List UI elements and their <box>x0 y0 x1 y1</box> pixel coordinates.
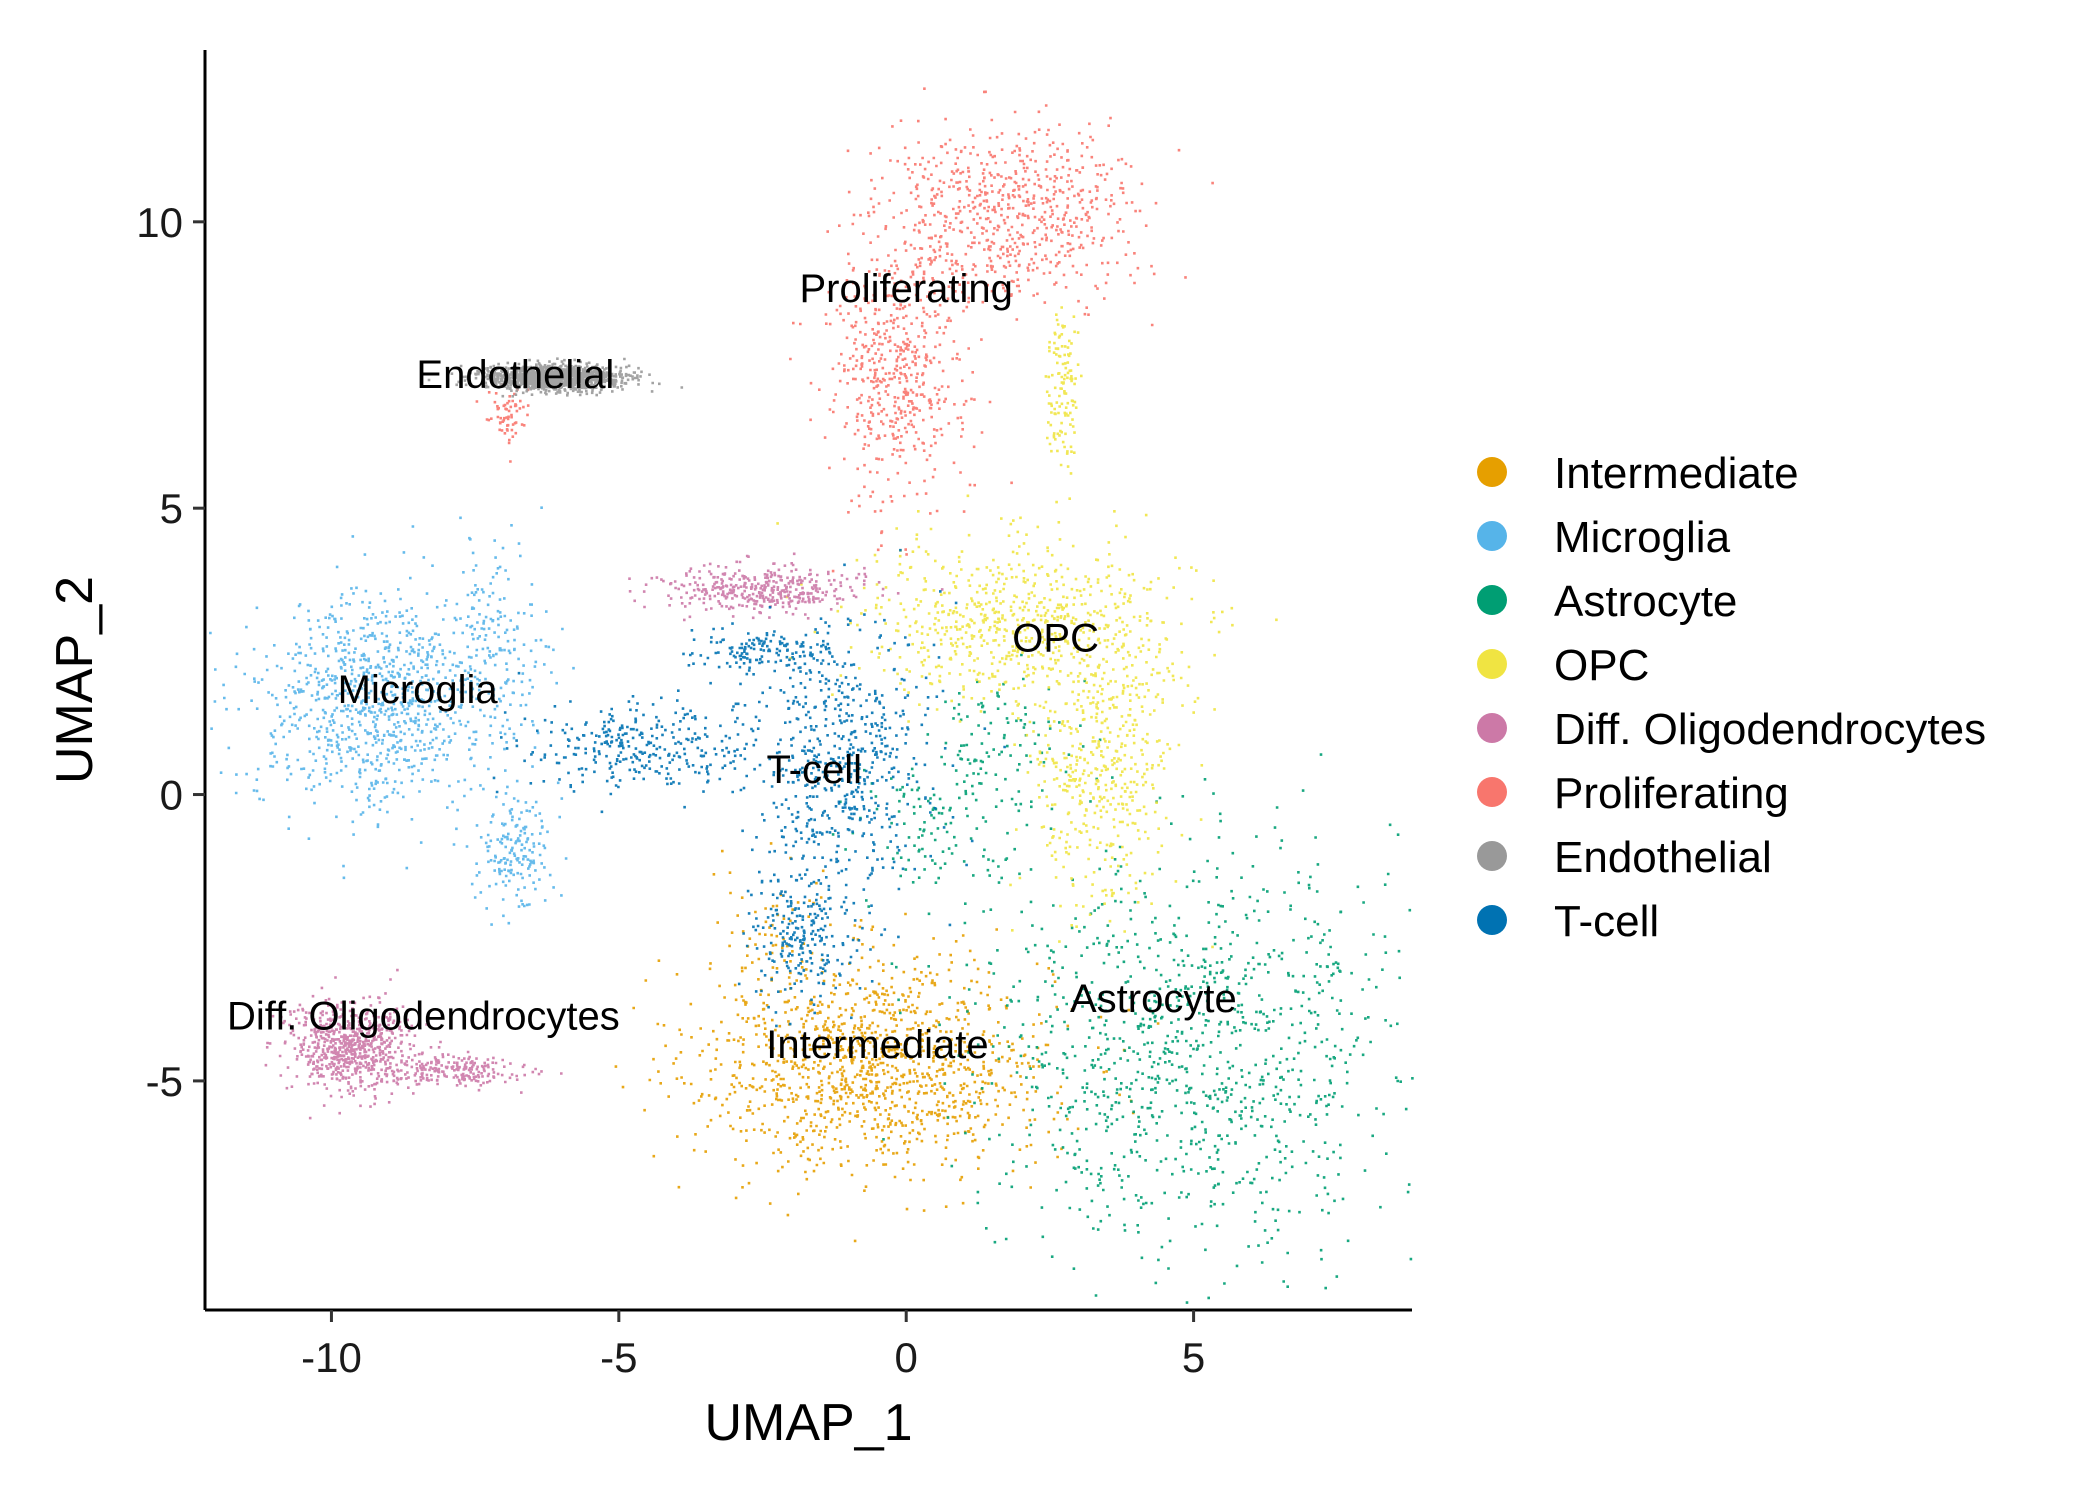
legend-label: Microglia <box>1554 513 1731 562</box>
points-microglia <box>209 506 575 926</box>
points-intermediate <box>614 842 1160 1243</box>
x-tick-label: -5 <box>600 1334 637 1381</box>
x-tick-label: -10 <box>301 1334 362 1381</box>
legend-label: Proliferating <box>1554 769 1789 818</box>
y-tick-label: -5 <box>146 1058 183 1105</box>
cluster-labels: Intermediate Microglia Astrocyte OPC Diff. O… <box>227 267 1237 1067</box>
y-axis-title: UMAP_2 <box>46 576 104 784</box>
legend-label: OPC <box>1554 641 1649 690</box>
cluster-label-diff-oligodendrocytes: Diff. Oligodendrocytes <box>227 994 620 1038</box>
legend-label: Intermediate <box>1554 449 1799 498</box>
cluster-label-t-cell: T-cell <box>766 748 862 792</box>
axes: -10 -5 0 5 -5 0 5 10 UMAP_1 UMAP_2 <box>46 50 1412 1452</box>
x-tick-label: 5 <box>1182 1334 1205 1381</box>
legend-key <box>1477 841 1507 871</box>
legend-label: Endothelial <box>1554 833 1772 882</box>
legend-key <box>1477 777 1507 807</box>
x-tick-label: 0 <box>895 1334 918 1381</box>
legend-key <box>1477 521 1507 551</box>
legend-key <box>1477 649 1507 679</box>
cluster-label-proliferating: Proliferating <box>799 267 1012 311</box>
cluster-label-microglia: Microglia <box>338 668 499 712</box>
y-tick-label: 5 <box>160 485 183 532</box>
points-diff-oligodendrocytes <box>264 552 944 1120</box>
cluster-label-endothelial: Endothelial <box>416 353 614 397</box>
legend-key <box>1477 457 1507 487</box>
legend-key <box>1477 905 1507 935</box>
legend-label: Astrocyte <box>1554 577 1737 626</box>
cluster-label-astrocyte: Astrocyte <box>1070 977 1237 1021</box>
x-axis-title: UMAP_1 <box>704 1394 912 1452</box>
scatter-points <box>209 87 1414 1304</box>
legend-key <box>1477 585 1507 615</box>
points-endothelial <box>427 357 684 398</box>
legend-label: Diff. Oligodendrocytes <box>1554 705 1986 754</box>
cluster-label-opc: OPC <box>1012 616 1099 660</box>
legend: Intermediate Microglia Astrocyte OPC Diff. O… <box>1477 449 1986 946</box>
points-opc <box>776 306 1278 949</box>
y-tick-label: 0 <box>160 772 183 819</box>
y-tick-label: 10 <box>136 199 183 246</box>
legend-label: T-cell <box>1554 897 1659 946</box>
cluster-label-intermediate: Intermediate <box>766 1023 988 1067</box>
legend-key <box>1477 713 1507 743</box>
